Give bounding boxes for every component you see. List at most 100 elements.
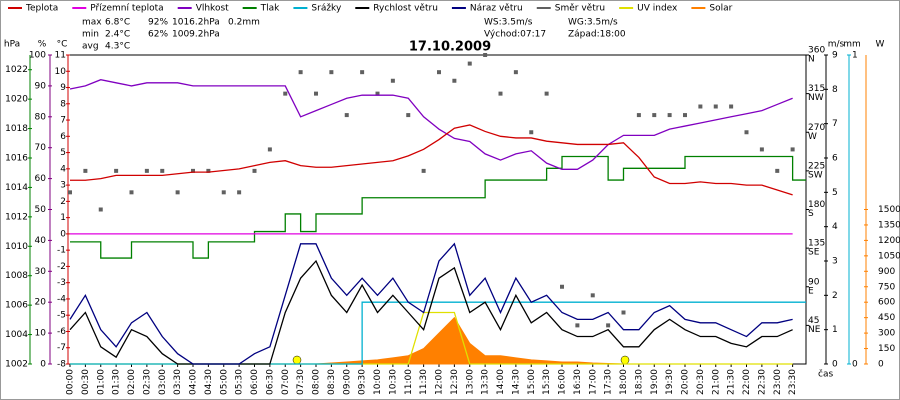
tick-label: 1002	[5, 360, 28, 370]
stat: 4.3°C	[105, 42, 130, 52]
info: Západ:18:00	[568, 30, 626, 40]
tick-label: 1350	[878, 220, 900, 230]
x-tick-label: 05:30	[235, 369, 245, 395]
tick-label: -6	[57, 327, 66, 337]
direction-dot	[406, 113, 411, 118]
sunset-marker	[620, 355, 630, 365]
tick-label: 450	[878, 313, 895, 323]
x-tick-label: 10:30	[388, 369, 398, 395]
direction-dot	[390, 78, 395, 83]
direction-dot	[344, 113, 349, 118]
tick-label: 7	[60, 116, 66, 126]
tick-label: 40	[35, 236, 47, 246]
tick-label: 3	[832, 257, 838, 267]
x-tick-label: 20:30	[696, 369, 706, 395]
tick-label: 360	[808, 46, 825, 56]
direction-dot	[652, 113, 657, 118]
stat: max	[82, 18, 102, 28]
tick-label: 60	[35, 174, 47, 184]
tick-label: 90	[808, 277, 820, 287]
x-tick-label: 21:30	[727, 369, 737, 395]
tick-label: 315	[808, 84, 825, 94]
tick-label: 1004	[5, 330, 28, 340]
tick-label: 9	[60, 83, 66, 93]
tick-label: 90	[35, 81, 47, 91]
direction-dot	[683, 113, 687, 118]
tick-label: 1018	[5, 124, 28, 134]
x-tick-label: 05:00	[219, 369, 229, 395]
tick-label: SE	[808, 248, 820, 258]
x-tick-label: 07:00	[281, 369, 291, 395]
x-tick-label: 11:00	[404, 369, 414, 395]
tick-label: 1008	[5, 271, 28, 281]
x-tick-label: 07:30	[296, 369, 306, 395]
x-tick-label: 09:30	[358, 369, 368, 395]
direction-dot	[498, 91, 503, 96]
stat: 92%	[148, 18, 168, 28]
tick-label: N	[808, 55, 815, 65]
direction-dot	[729, 104, 734, 109]
direction-dot	[267, 147, 272, 152]
tick-label: W	[808, 132, 817, 142]
tick-label: 1006	[5, 301, 28, 311]
x-tick-label: 04:00	[189, 369, 199, 395]
tick-label: 100	[29, 51, 46, 61]
x-tick-label: 14:00	[496, 369, 506, 395]
tick-label: 50	[35, 205, 47, 215]
x-tick-label: 04:30	[204, 369, 214, 395]
x-tick-label: 03:30	[173, 369, 183, 395]
direction-dot	[667, 113, 672, 118]
x-tick-label: 21:00	[711, 369, 721, 395]
stat: 0.2mm	[228, 18, 260, 28]
tick-label: 1016	[5, 154, 28, 164]
tick-label: -4	[57, 294, 66, 304]
series-line	[69, 242, 793, 365]
stat: 2.4°C	[105, 30, 130, 40]
direction-dot	[83, 168, 88, 173]
tick-label: -7	[57, 343, 66, 353]
direction-dot	[744, 130, 749, 135]
tick-label: 600	[878, 298, 895, 308]
tick-label: NE	[808, 325, 821, 335]
direction-dot	[529, 130, 534, 135]
x-tick-label: 00:00	[66, 369, 76, 395]
tick-label: SW	[808, 170, 823, 180]
tick-label: 5	[832, 188, 838, 198]
direction-dot	[191, 168, 195, 173]
info: WS:3.5m/s	[484, 18, 533, 28]
tick-label: 1010	[5, 242, 28, 252]
direction-dot	[421, 168, 426, 173]
tick-label: 1020	[5, 95, 28, 105]
direction-dot	[560, 284, 564, 289]
info: WG:3.5m/s	[568, 18, 618, 28]
legend-label: Náraz větru	[470, 4, 523, 14]
direction-dot	[606, 323, 611, 328]
x-tick-label: 16:30	[573, 369, 583, 395]
tick-label: 11	[55, 51, 66, 61]
x-tick-label: 17:00	[588, 369, 598, 395]
tick-label: 1050	[878, 251, 900, 261]
x-tick-label: 02:00	[127, 369, 137, 395]
x-tick-label: 18:30	[634, 369, 644, 395]
direction-dot	[329, 70, 334, 75]
x-tick-label: 13:00	[465, 369, 475, 395]
x-tick-label: 06:00	[250, 369, 260, 395]
x-tick-label: 22:00	[742, 369, 752, 395]
x-tick-label: 20:00	[681, 369, 691, 395]
x-tick-label: 08:30	[327, 369, 337, 395]
legend-label: Teplota	[25, 4, 58, 14]
x-tick-label: 14:30	[511, 369, 521, 395]
direction-dot	[775, 168, 780, 173]
direction-dot	[575, 323, 580, 328]
tick-label: 45	[808, 316, 819, 326]
x-tick-label: 16:00	[558, 369, 568, 395]
tick-label: 3	[60, 181, 66, 191]
legend-label: Tlak	[260, 4, 281, 14]
direction-dot	[314, 91, 318, 96]
direction-dot	[375, 91, 380, 96]
series-line	[69, 259, 793, 365]
direction-dot	[144, 168, 149, 173]
tick-label: -8	[57, 360, 66, 370]
x-tick-label: 15:30	[542, 369, 552, 395]
